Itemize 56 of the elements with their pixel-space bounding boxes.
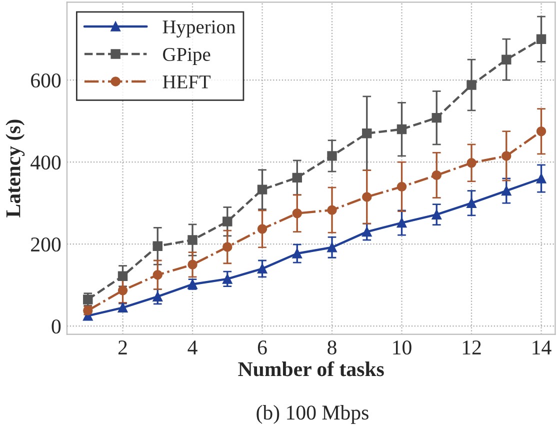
point bbox=[396, 182, 407, 192]
point bbox=[502, 151, 512, 161]
point bbox=[222, 216, 232, 226]
point bbox=[118, 271, 128, 281]
point bbox=[292, 248, 302, 258]
point bbox=[327, 242, 337, 252]
point bbox=[222, 274, 232, 284]
x-tick-label: 8 bbox=[328, 340, 336, 355]
point bbox=[502, 186, 512, 196]
point bbox=[432, 112, 442, 123]
point bbox=[327, 151, 337, 161]
x-tick-label: 4 bbox=[188, 340, 198, 354]
y-tick-label: 0 bbox=[52, 319, 61, 334]
point bbox=[83, 294, 93, 304]
point bbox=[257, 184, 268, 194]
x-tick-label: 10 bbox=[393, 340, 412, 355]
point bbox=[188, 260, 198, 270]
x-tick-label: 12 bbox=[462, 340, 481, 354]
point bbox=[118, 286, 128, 296]
point bbox=[188, 235, 198, 245]
point bbox=[362, 128, 372, 138]
legend-label: HEFT bbox=[162, 76, 211, 88]
text: (b) 100 Mbps bbox=[256, 404, 368, 424]
y-tick-label: 600 bbox=[31, 73, 61, 88]
point bbox=[327, 205, 337, 215]
y-tick-label: 200 bbox=[31, 237, 61, 252]
point bbox=[396, 124, 407, 134]
legend-label: Hyperion bbox=[162, 20, 236, 38]
point bbox=[432, 210, 442, 220]
point bbox=[362, 192, 372, 202]
point bbox=[536, 34, 546, 44]
point bbox=[466, 158, 476, 168]
point bbox=[257, 224, 268, 234]
x-axis-title: Number of tasks bbox=[238, 361, 384, 376]
x-tick-label: 6 bbox=[258, 340, 267, 355]
y-tick-label: 400 bbox=[30, 155, 61, 170]
point bbox=[396, 218, 407, 228]
y-axis-title: Latency (s) bbox=[6, 120, 25, 218]
point bbox=[292, 172, 302, 183]
point bbox=[292, 208, 302, 218]
point bbox=[152, 270, 162, 280]
point bbox=[118, 302, 128, 313]
point bbox=[466, 198, 476, 208]
legend-label: GPipe bbox=[163, 48, 210, 65]
point bbox=[432, 170, 442, 180]
point bbox=[466, 80, 476, 90]
point bbox=[152, 241, 162, 252]
point bbox=[362, 226, 372, 237]
point bbox=[536, 126, 546, 136]
point bbox=[536, 174, 546, 184]
x-tick-label: 2 bbox=[118, 340, 127, 354]
point bbox=[257, 264, 268, 274]
point bbox=[222, 242, 232, 252]
x-tick-label: 14 bbox=[532, 340, 552, 354]
point bbox=[152, 292, 162, 302]
point bbox=[502, 54, 512, 64]
